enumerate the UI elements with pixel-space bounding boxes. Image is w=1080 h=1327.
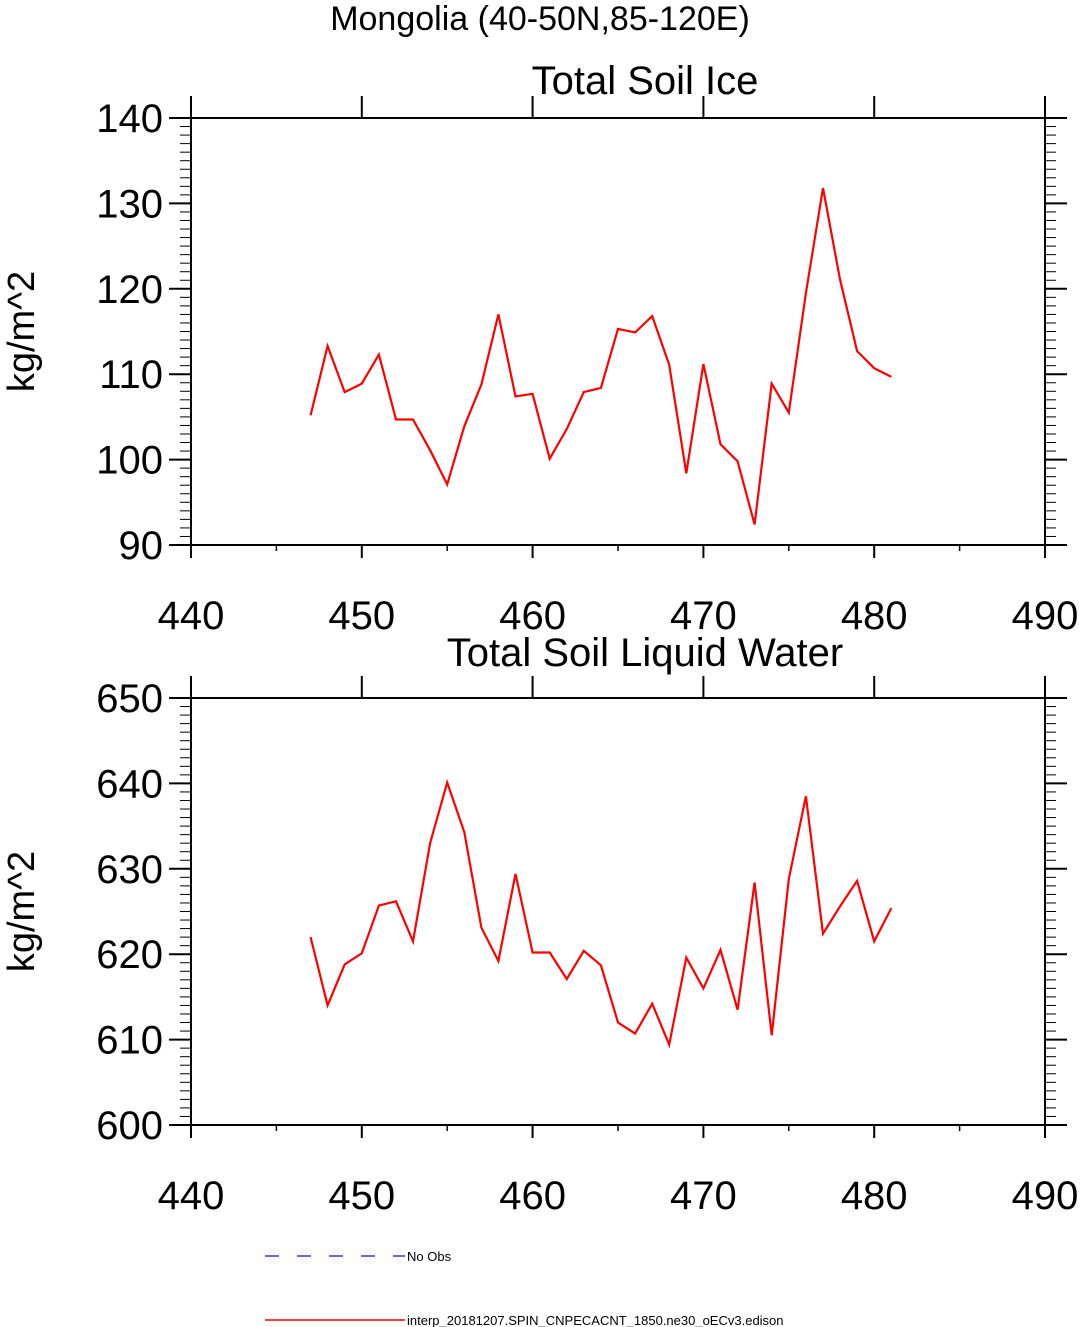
chart-title: Total Soil Ice bbox=[532, 59, 759, 103]
y-tick-label: 90 bbox=[119, 524, 164, 568]
x-tick-label: 440 bbox=[158, 594, 225, 638]
x-tick-label: 480 bbox=[841, 1174, 908, 1218]
x-tick-label: 460 bbox=[499, 594, 566, 638]
y-tick-label: 110 bbox=[99, 353, 163, 397]
y-axis-label: kg/m^2 bbox=[1, 271, 43, 392]
legend: No Obs interp_20181207.SPIN_CNPECACNT_18… bbox=[265, 1249, 784, 1327]
x-tick-label: 450 bbox=[328, 1174, 395, 1218]
y-tick-label: 610 bbox=[96, 1019, 163, 1063]
chart-title: Total Soil Liquid Water bbox=[447, 631, 843, 675]
x-tick-label: 460 bbox=[499, 1174, 566, 1218]
legend-label-no-obs: No Obs bbox=[407, 1249, 452, 1264]
x-tick-label: 440 bbox=[158, 1174, 225, 1218]
series-line bbox=[309, 187, 892, 525]
y-tick-label: 100 bbox=[96, 439, 163, 483]
y-tick-label: 630 bbox=[96, 848, 163, 892]
x-tick-label: 470 bbox=[670, 594, 737, 638]
y-tick-label: 140 bbox=[96, 97, 163, 141]
series-line bbox=[309, 778, 893, 1049]
legend-entry-no-obs: No Obs bbox=[265, 1249, 452, 1264]
y-axis-label: kg/m^2 bbox=[1, 851, 43, 972]
figure-title: Mongolia (40-50N,85-120E) bbox=[330, 0, 750, 38]
y-tick-label: 640 bbox=[96, 762, 163, 806]
panel-total-soil-ice: Total Soil Ice kg/m^2 440 450 460 470 480 490 90… bbox=[1, 59, 1078, 638]
x-tick-label: 490 bbox=[1012, 594, 1079, 638]
y-tick-label: 600 bbox=[96, 1104, 163, 1148]
y-tick-label: 120 bbox=[96, 268, 163, 312]
x-tick-label: 480 bbox=[841, 594, 908, 638]
x-tick-label: 470 bbox=[670, 1174, 737, 1218]
panel-total-soil-liquid-water: Total Soil Liquid Water kg/m^2 440 450 460 47… bbox=[1, 631, 1078, 1218]
x-tick-label: 450 bbox=[328, 594, 395, 638]
x-tick-label: 490 bbox=[1012, 1174, 1079, 1218]
legend-label-model-run: interp_20181207.SPIN_CNPECACNT_1850.ne30… bbox=[407, 1313, 784, 1327]
legend-entry-model-run: interp_20181207.SPIN_CNPECACNT_1850.ne30… bbox=[265, 1313, 784, 1327]
y-tick-label: 650 bbox=[96, 677, 163, 721]
plot-frame bbox=[190, 697, 1046, 1126]
y-tick-label: 130 bbox=[96, 182, 163, 226]
y-tick-label: 620 bbox=[96, 933, 163, 977]
